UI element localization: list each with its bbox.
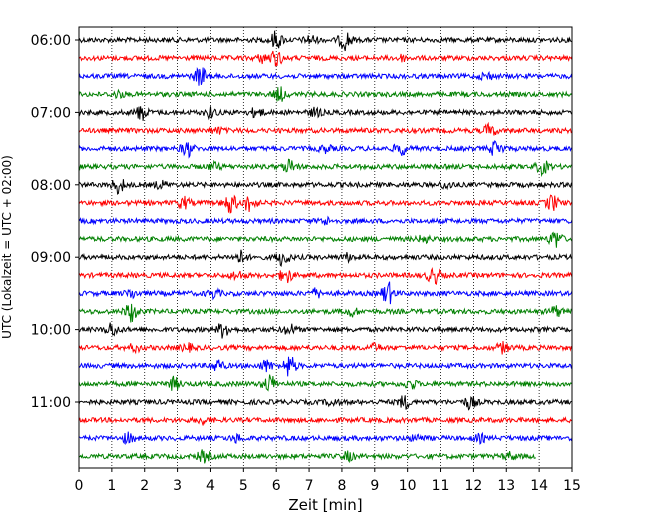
trace-line: [78, 356, 573, 377]
y-tick-label: 06:00: [31, 33, 71, 49]
x-tick-label: 12: [464, 478, 482, 494]
trace-line: [78, 449, 537, 464]
trace-line: [78, 50, 573, 67]
trace-line: [78, 322, 573, 339]
trace-line: [78, 340, 573, 355]
y-tick-label: 11:00: [31, 395, 71, 411]
x-tick-label: 8: [337, 478, 346, 494]
trace-line: [78, 158, 573, 178]
x-tick-label: 14: [530, 478, 548, 494]
traces: [78, 30, 573, 464]
trace-line: [78, 431, 573, 446]
x-tick-label: 11: [432, 478, 450, 494]
trace-line: [78, 415, 573, 426]
x-tick-label: 0: [75, 478, 84, 494]
x-axis-ticks: 0 1 2 3 4 5 6 7 8 9 10 11 12 13 14 15: [75, 468, 581, 494]
trace-line: [78, 215, 573, 226]
trace-line: [78, 67, 573, 86]
trace-line: [78, 267, 573, 286]
trace-line: [78, 86, 573, 102]
y-tick-label: 10:00: [31, 323, 71, 339]
trace-line: [78, 139, 573, 159]
x-tick-label: 4: [206, 478, 215, 494]
trace-line: [78, 249, 573, 268]
trace-line: [78, 106, 573, 121]
trace-line: [78, 30, 573, 52]
trace-line: [78, 303, 573, 323]
trace-line: [78, 395, 572, 411]
y-tick-label: 09:00: [31, 250, 71, 266]
trace-line: [78, 194, 573, 214]
x-axis-label: Zeit [min]: [288, 496, 362, 514]
trace-line: [78, 179, 573, 195]
x-tick-label: 9: [370, 478, 379, 494]
trace-line: [78, 231, 573, 248]
x-tick-label: 13: [497, 478, 515, 494]
x-tick-label: 1: [107, 478, 116, 494]
y-tick-label: 08:00: [31, 178, 71, 194]
trace-line: [78, 281, 573, 305]
y-tick-label: 07:00: [31, 105, 71, 121]
trace-line: [78, 374, 573, 392]
x-tick-label: 2: [140, 478, 149, 494]
x-tick-label: 5: [239, 478, 248, 494]
x-tick-label: 7: [305, 478, 314, 494]
trace-line: [78, 121, 573, 136]
y-axis-label: UTC (Lokalzeit = UTC + 02:00): [0, 155, 14, 339]
x-tick-label: 6: [272, 478, 281, 494]
x-tick-label: 3: [173, 478, 182, 494]
x-tick-label: 10: [399, 478, 417, 494]
plot-frame: [78, 26, 573, 469]
x-tick-label: 15: [563, 478, 581, 494]
y-axis-ticks: 06:00 07:00 08:00 09:00 10:00 11:00: [31, 33, 79, 411]
